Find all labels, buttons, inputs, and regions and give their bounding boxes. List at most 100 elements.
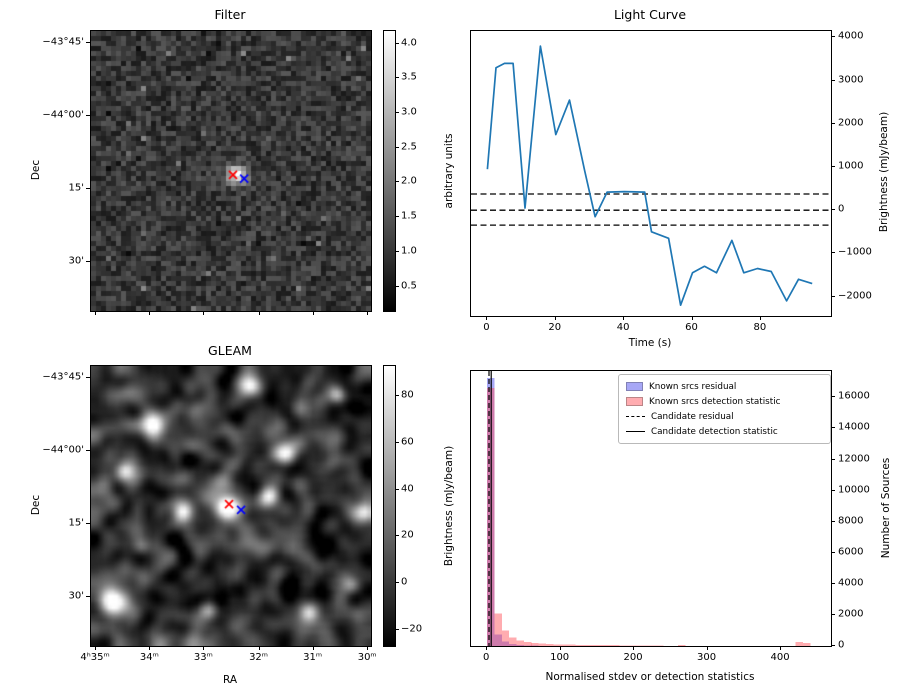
gleam-cbar-tick-label: 20 xyxy=(401,529,414,541)
histogram-bar-series1 xyxy=(597,645,605,646)
filter-ytick-label: 30' xyxy=(68,255,84,267)
histogram-ytick xyxy=(831,582,835,584)
histogram-ytick xyxy=(831,489,835,491)
histogram-ytick xyxy=(831,427,835,429)
histogram-bar-series1 xyxy=(509,637,517,646)
histogram-xlabel: Normalised stdev or detection statistics xyxy=(545,671,755,683)
lightcurve-xtick-label: 20 xyxy=(548,322,562,333)
filter-plot-area xyxy=(90,30,372,312)
filter-cbar-tick xyxy=(396,216,399,218)
histogram-xtick-label: 400 xyxy=(770,652,790,663)
lightcurve-xtick xyxy=(554,316,556,320)
lightcurve-plot-area xyxy=(470,30,832,317)
lightcurve-ytick xyxy=(831,122,835,124)
legend-swatch-patch xyxy=(626,397,643,406)
filter-colorbar-label: arbitrary units xyxy=(443,133,455,209)
lightcurve-xtick-label: 60 xyxy=(685,322,698,333)
legend-item-label: Candidate detection statistic xyxy=(651,426,778,437)
histogram-bar-series1 xyxy=(619,645,627,646)
gleam-xtick-label: 30ᵐ xyxy=(357,652,377,663)
gleam-cbar-tick-label: 80 xyxy=(401,389,414,401)
lightcurve-xtick-label: 0 xyxy=(483,322,490,333)
filter-cbar-tick xyxy=(396,42,399,44)
gleam-ytick xyxy=(86,377,90,379)
filter-ylabel: Dec xyxy=(30,159,42,181)
histogram-bar-series0 xyxy=(494,634,502,646)
filter-cbar-tick-label: 0.5 xyxy=(401,280,417,292)
lightcurve-title: Light Curve xyxy=(613,7,687,22)
filter-ytick xyxy=(86,187,90,189)
lightcurve-ytick xyxy=(831,252,835,254)
legend-item-label: Known srcs residual xyxy=(649,381,737,392)
filter-cbar-tick-label: 3.5 xyxy=(401,71,417,83)
histogram-bar-series1 xyxy=(560,644,568,646)
lightcurve-ytick-label: 4000 xyxy=(838,30,864,42)
histogram-bar-series1 xyxy=(567,644,576,646)
gleam-ytick xyxy=(86,522,90,524)
lightcurve-ytick-label: 0 xyxy=(838,203,845,215)
histogram-bar-series1 xyxy=(795,642,804,646)
filter-ytick xyxy=(86,115,90,117)
histogram-bar-series1 xyxy=(575,644,583,646)
filter-xtick xyxy=(312,311,314,315)
filter-xtick xyxy=(149,311,151,315)
lightcurve-ytick xyxy=(831,295,835,297)
lightcurve-xtick xyxy=(486,316,488,320)
histogram-ytick-label: 12000 xyxy=(838,453,870,465)
gleam-cbar-tick xyxy=(396,628,399,630)
histogram-bar-series1 xyxy=(803,643,811,646)
filter-title: Filter xyxy=(214,7,246,22)
histogram-ytick-label: 8000 xyxy=(838,515,864,527)
filter-cbar-tick xyxy=(396,250,399,252)
gleam-ytick-label: 15' xyxy=(68,517,84,529)
gleam-heatmap-image xyxy=(91,366,371,646)
histogram-ytick xyxy=(831,458,835,460)
gleam-cbar-tick-label: 0 xyxy=(401,576,408,588)
gleam-plot-area xyxy=(90,365,372,647)
legend: Known srcs residual Known srcs detection … xyxy=(618,374,831,444)
legend-item: Candidate detection statistic xyxy=(626,424,823,439)
histogram-ytick-label: 0 xyxy=(838,639,845,651)
histogram-xtick-label: 100 xyxy=(550,652,570,663)
filter-ytick xyxy=(86,261,90,262)
lightcurve-ytick xyxy=(831,36,835,38)
histogram-xtick-label: 0 xyxy=(482,652,490,663)
lightcurve-ytick xyxy=(831,79,835,81)
gleam-cbar-tick xyxy=(396,442,399,443)
histogram-xtick xyxy=(633,646,635,650)
filter-xtick xyxy=(367,311,369,315)
histogram-xtick xyxy=(559,646,561,650)
histogram-xtick xyxy=(486,646,488,650)
filter-cbar-tick-label: 2.5 xyxy=(401,141,417,153)
histogram-ytick xyxy=(831,551,835,553)
histogram-bar-series1 xyxy=(523,641,532,646)
gleam-cbar-tick-label: 60 xyxy=(401,436,414,448)
histogram-bar-series1 xyxy=(582,644,591,646)
filter-ytick xyxy=(86,42,90,44)
histogram-bar-series0 xyxy=(509,643,517,646)
gleam-cbar-tick xyxy=(396,582,399,583)
gleam-ytick-label: −44°00' xyxy=(42,444,84,456)
legend-item-label: Candidate residual xyxy=(651,411,734,422)
histogram-plot-area xyxy=(470,370,832,647)
filter-cbar-tick-label: 1.5 xyxy=(401,210,417,222)
histogram-bar-series1 xyxy=(553,644,561,646)
gleam-xtick xyxy=(149,646,151,650)
histogram-plot xyxy=(487,371,811,646)
filter-cbar-tick xyxy=(396,146,399,148)
histogram-ytick xyxy=(831,645,835,646)
lightcurve-ylabel: Brightness (mJy/beam) xyxy=(878,111,890,233)
gleam-ylabel: Dec xyxy=(30,494,42,516)
histogram-bar-series1 xyxy=(626,645,635,646)
histogram-bar-series1 xyxy=(494,613,502,646)
histogram-ytick xyxy=(831,520,835,522)
histogram-xtick-label: 200 xyxy=(623,652,643,663)
gleam-xtick xyxy=(312,646,314,650)
gleam-xtick-label: 31ᵐ xyxy=(303,652,323,663)
histogram-bar-series1 xyxy=(590,644,598,646)
lightcurve-ytick-label: −1000 xyxy=(838,246,872,258)
histogram-ylabel: Number of Sources xyxy=(880,457,892,559)
lightcurve-ytick xyxy=(831,209,835,211)
lightcurve-ytick xyxy=(831,166,835,168)
legend-item-label: Known srcs detection statistic xyxy=(649,396,781,407)
